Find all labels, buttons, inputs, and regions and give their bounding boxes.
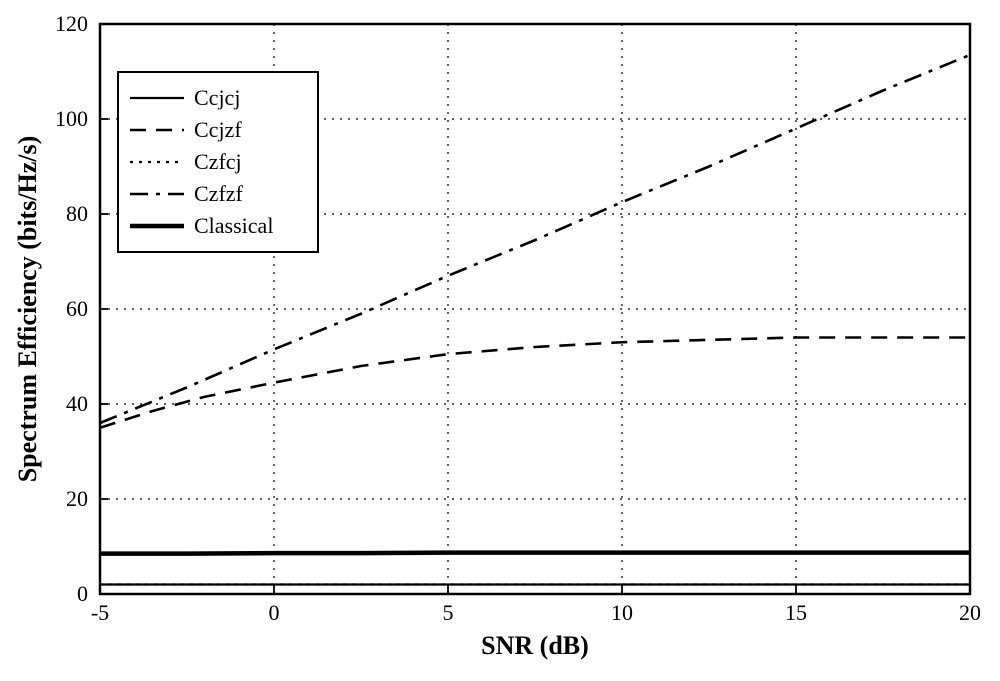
y-tick-label: 120 [55, 11, 88, 36]
x-axis-label: SNR (dB) [481, 631, 589, 660]
y-tick-label: 40 [66, 391, 88, 416]
x-tick-label: 0 [269, 600, 280, 625]
y-tick-label: 20 [66, 486, 88, 511]
x-tick-label: 20 [959, 600, 981, 625]
legend-label: Ccjcj [194, 85, 240, 110]
x-tick-label: 15 [785, 600, 807, 625]
y-tick-label: 0 [77, 581, 88, 606]
x-tick-label: -5 [91, 600, 109, 625]
legend-label: Czfcj [194, 149, 242, 174]
y-tick-label: 60 [66, 296, 88, 321]
x-tick-label: 5 [443, 600, 454, 625]
chart-svg: -505101520020406080100120SNR (dB)Spectru… [0, 0, 1000, 681]
legend-label: Ccjzf [194, 117, 242, 142]
legend-label: Classical [194, 213, 273, 238]
x-tick-label: 10 [611, 600, 633, 625]
y-tick-label: 80 [66, 201, 88, 226]
spectrum-efficiency-chart: -505101520020406080100120SNR (dB)Spectru… [0, 0, 1000, 681]
y-tick-label: 100 [55, 106, 88, 131]
series-classical [100, 553, 970, 554]
y-axis-label: Spectrum Efficiency (bits/Hz/s) [13, 136, 42, 483]
legend: Ccjcj Ccjzf Czfcj Czfzf Classical [118, 72, 318, 252]
legend-label: Czfzf [194, 181, 244, 206]
